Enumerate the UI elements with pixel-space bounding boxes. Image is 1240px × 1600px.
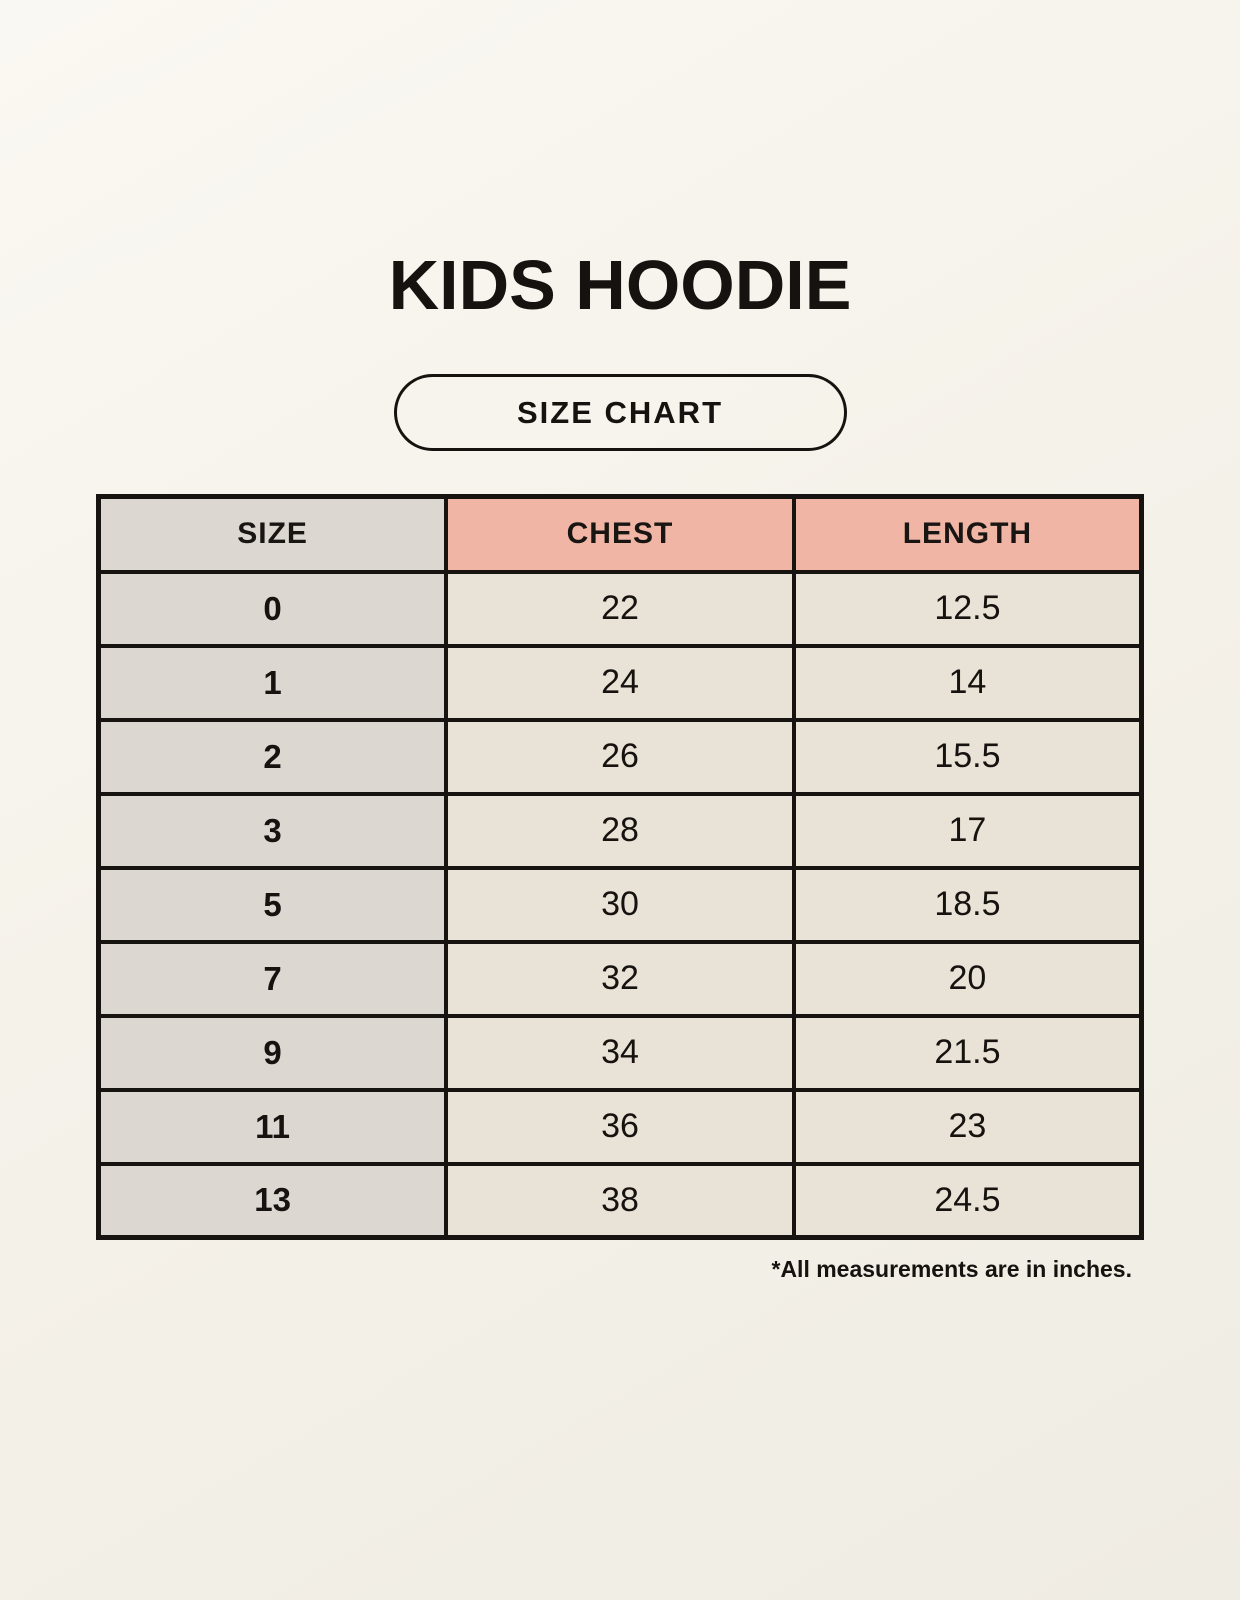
size-cell-4: 5 <box>96 865 449 944</box>
value-cell-length-6: 21.5 <box>791 1013 1144 1092</box>
table-row: 9 34 21.5 <box>96 1013 1144 1092</box>
table-row: 2 26 15.5 <box>96 717 1144 796</box>
table-row: 1 24 14 <box>96 643 1144 722</box>
value-cell-length-4: 18.5 <box>791 865 1144 944</box>
value-cell-chest-1: 24 <box>444 643 796 722</box>
size-cell-8: 13 <box>96 1161 449 1240</box>
value-cell-length-8: 24.5 <box>791 1161 1144 1240</box>
column-header-size: SIZE <box>96 494 449 574</box>
table-row: 3 28 17 <box>96 791 1144 870</box>
size-chart-page: KIDS HOODIE SIZE CHART SIZE CHEST LENGTH 0… <box>96 0 1144 1283</box>
value-cell-length-2: 15.5 <box>791 717 1144 796</box>
value-cell-chest-0: 22 <box>444 569 796 648</box>
table-header-row: SIZE CHEST LENGTH <box>96 494 1144 574</box>
value-cell-length-1: 14 <box>791 643 1144 722</box>
value-cell-chest-7: 36 <box>444 1087 796 1166</box>
size-cell-1: 1 <box>96 643 449 722</box>
table-row: 5 30 18.5 <box>96 865 1144 944</box>
table-head: SIZE CHEST LENGTH <box>96 494 1144 574</box>
table-row: 7 32 20 <box>96 939 1144 1018</box>
value-cell-length-3: 17 <box>791 791 1144 870</box>
size-cell-6: 9 <box>96 1013 449 1092</box>
value-cell-chest-5: 32 <box>444 939 796 1018</box>
size-cell-5: 7 <box>96 939 449 1018</box>
size-chart-badge[interactable]: SIZE CHART <box>393 374 847 451</box>
value-cell-chest-3: 28 <box>444 791 796 870</box>
table-row: 11 36 23 <box>96 1087 1144 1166</box>
value-cell-chest-8: 38 <box>444 1161 796 1240</box>
column-header-chest: CHEST <box>444 494 796 574</box>
measurements-note: *All measurements are in inches. <box>771 1256 1133 1282</box>
page-title: KIDS HOODIE <box>388 246 852 324</box>
value-cell-length-0: 12.5 <box>791 569 1144 648</box>
size-cell-2: 2 <box>96 717 449 796</box>
value-cell-chest-2: 26 <box>444 717 796 796</box>
value-cell-length-7: 23 <box>791 1087 1144 1166</box>
column-header-length: LENGTH <box>791 494 1144 574</box>
table-body: 0 22 12.5 1 24 14 2 26 15.5 3 28 17 5 30 18.5 7 32 20 9 34 2… <box>96 569 1144 1240</box>
value-cell-chest-6: 34 <box>444 1013 796 1092</box>
table-row: 13 38 24.5 <box>96 1161 1144 1240</box>
size-cell-3: 3 <box>96 791 449 870</box>
size-chart-badge-label: SIZE CHART <box>517 394 723 430</box>
size-cell-7: 11 <box>96 1087 449 1166</box>
table-row: 0 22 12.5 <box>96 569 1144 648</box>
size-chart-table: SIZE CHEST LENGTH 0 22 12.5 1 24 14 2 26 15.5 3 28 17… <box>96 494 1144 1240</box>
value-cell-chest-4: 30 <box>444 865 796 944</box>
value-cell-length-5: 20 <box>791 939 1144 1018</box>
size-cell-0: 0 <box>96 569 449 648</box>
